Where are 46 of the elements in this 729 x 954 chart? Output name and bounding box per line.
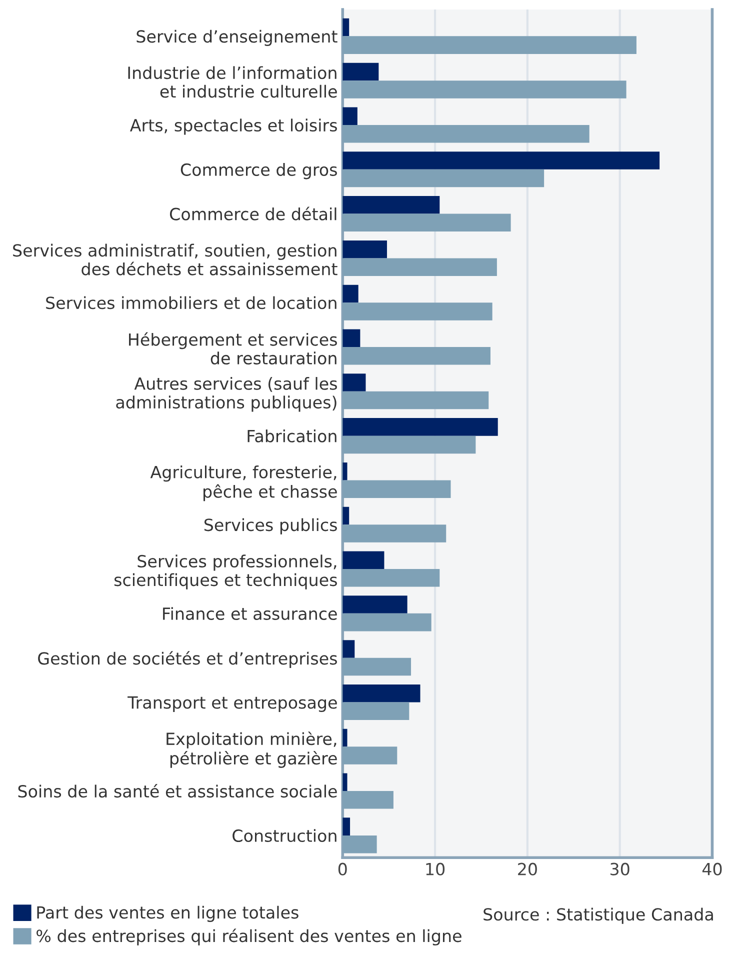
- bar: [342, 62, 379, 81]
- y-tick-label: Commerce de détail: [170, 206, 336, 220]
- x-tick-label: 30: [610, 862, 630, 876]
- y-tick-label: Arts, spectacles et loisirs: [130, 118, 337, 135]
- bar: [342, 196, 440, 214]
- bar: [342, 773, 348, 792]
- bar: [342, 284, 358, 303]
- y-tick-label: Gestion de sociétés et d’entreprises: [38, 651, 337, 668]
- bar: [342, 152, 660, 170]
- y-tick-label: Services professionnels, scientifiques et techniques: [114, 554, 337, 590]
- x-tick-label: 40: [702, 862, 722, 876]
- x-tick-label: 0: [338, 862, 347, 876]
- legend-label: Part des ventes en ligne totales: [37, 906, 298, 922]
- bar: [342, 506, 350, 525]
- y-tick-label: Services publics: [204, 518, 337, 534]
- bar: [342, 329, 360, 348]
- y-tick-label: Transport et entreposage: [128, 696, 337, 712]
- bar: [342, 818, 350, 836]
- bar: [342, 596, 408, 614]
- source-note: Source : Statistique Canada: [484, 908, 713, 924]
- y-tick-label: Construction: [232, 829, 336, 842]
- y-tick-label: Services immobiliers et de location: [46, 296, 336, 310]
- y-tick-label: Fabrication: [248, 429, 336, 442]
- y-tick-label: Service d’enseignement: [136, 30, 338, 46]
- y-tick-label: Commerce de gros: [180, 163, 337, 180]
- y-tick-label: Hébergement et services de restauration: [129, 332, 337, 365]
- bar: [342, 551, 384, 570]
- x-tick-label: 20: [518, 862, 537, 876]
- bar: [342, 462, 348, 480]
- bar: [342, 684, 420, 702]
- bar: [342, 728, 348, 747]
- x-tick-label: 10: [426, 862, 445, 876]
- bar: [342, 418, 498, 436]
- bar: [342, 640, 355, 658]
- legend-label: % des entreprises qui réalisent des ventes en ligne: [36, 928, 462, 946]
- y-tick-label: Agriculture, foresterie, pêche et chasse: [150, 465, 337, 502]
- y-tick-label: Finance et assurance: [163, 607, 337, 620]
- y-tick-label: Autres services (sauf les administrations publiques): [116, 377, 337, 412]
- y-tick-label: Exploitation minière, pétrolière et gazière: [166, 732, 337, 768]
- bar: [342, 240, 387, 258]
- y-tick-label: Soins de la santé et assistance sociale: [18, 784, 337, 798]
- y-tick-label: Services administratif, soutien, gestion des déchets et assainissement: [13, 244, 338, 276]
- bar: [342, 374, 366, 392]
- bar: [342, 18, 350, 36]
- y-tick-label: Industrie de l’information et industrie culturelle: [128, 66, 337, 98]
- bar: [342, 107, 358, 125]
